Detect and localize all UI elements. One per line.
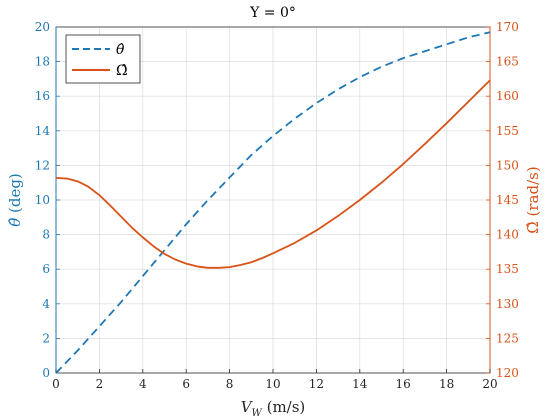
- right-y-tick-label: 120: [496, 366, 519, 380]
- x-tick-label: 4: [139, 377, 147, 391]
- left-y-tick-label: 8: [42, 228, 50, 242]
- left-y-tick-label: 20: [35, 20, 50, 34]
- left-y-tick-label: 6: [42, 262, 50, 276]
- x-tick-label: 10: [265, 377, 280, 391]
- right-y-tick-label: 165: [496, 55, 519, 69]
- x-tick-label: 8: [226, 377, 234, 391]
- right-axis-title-unit: (rad/s): [524, 166, 542, 221]
- x-tick-label: 18: [439, 377, 454, 391]
- left-axis-title-symbol: θ̂: [6, 218, 24, 227]
- series-line-theta: [55, 31, 491, 374]
- left-axis-title: θ̂ (deg): [6, 173, 24, 227]
- right-y-tick-label: 130: [496, 297, 519, 311]
- legend-box: [65, 34, 141, 84]
- left-axis: 0 2 4 6 8 10 12 14 16 18 20: [35, 20, 60, 380]
- right-y-tick-label: 170: [496, 20, 519, 34]
- right-y-tick-label: 155: [496, 124, 519, 138]
- left-y-tick-label: 12: [35, 158, 50, 172]
- x-tick-label: 14: [352, 377, 368, 391]
- right-y-tick-label: 145: [496, 193, 519, 207]
- right-axis: 120 125 130 135 140 145 150 155 160 165 170: [486, 20, 519, 380]
- x-tick-label: 0: [52, 377, 60, 391]
- left-y-tick-label: 16: [35, 89, 50, 103]
- right-y-tick-label: 135: [496, 262, 519, 276]
- left-y-tick-label: 4: [42, 297, 50, 311]
- x-axis-title-unit: (m/s): [262, 398, 305, 416]
- grid: [56, 27, 490, 373]
- x-axis: 0 2 4 6 8 10 12 14 16 18 20: [52, 369, 498, 391]
- series-layer: [55, 31, 491, 374]
- legend-label-omega: Ω̂: [116, 63, 128, 79]
- x-tick-label: 6: [182, 377, 190, 391]
- legend-label-theta: θ̂: [116, 42, 125, 58]
- chart-title: Υ = 0°: [249, 5, 296, 21]
- left-y-tick-label: 0: [42, 366, 50, 380]
- x-axis-title-main: V: [241, 398, 254, 416]
- right-axis-title: Ω̂ (rad/s): [524, 166, 542, 233]
- legend: θ̂ Ω̂: [65, 34, 141, 84]
- x-tick-label: 12: [309, 377, 324, 391]
- x-axis-title: VW (m/s): [241, 398, 306, 419]
- x-tick-label: 2: [96, 377, 104, 391]
- x-axis-title-subscript: W: [252, 408, 263, 419]
- left-y-tick-label: 10: [35, 193, 50, 207]
- left-y-tick-label: 18: [35, 55, 50, 69]
- x-tick-label: 16: [396, 377, 411, 391]
- right-y-tick-label: 140: [496, 228, 519, 242]
- right-y-tick-label: 125: [496, 331, 519, 345]
- left-y-tick-label: 2: [42, 331, 50, 345]
- x-tick-label: 20: [482, 377, 497, 391]
- left-y-tick-label: 14: [35, 124, 51, 138]
- right-axis-title-symbol: Ω̂: [524, 221, 542, 233]
- right-y-tick-label: 150: [496, 158, 519, 172]
- left-axis-title-unit: (deg): [6, 173, 24, 218]
- right-y-tick-label: 160: [496, 89, 519, 103]
- series-line-omega: [55, 79, 491, 269]
